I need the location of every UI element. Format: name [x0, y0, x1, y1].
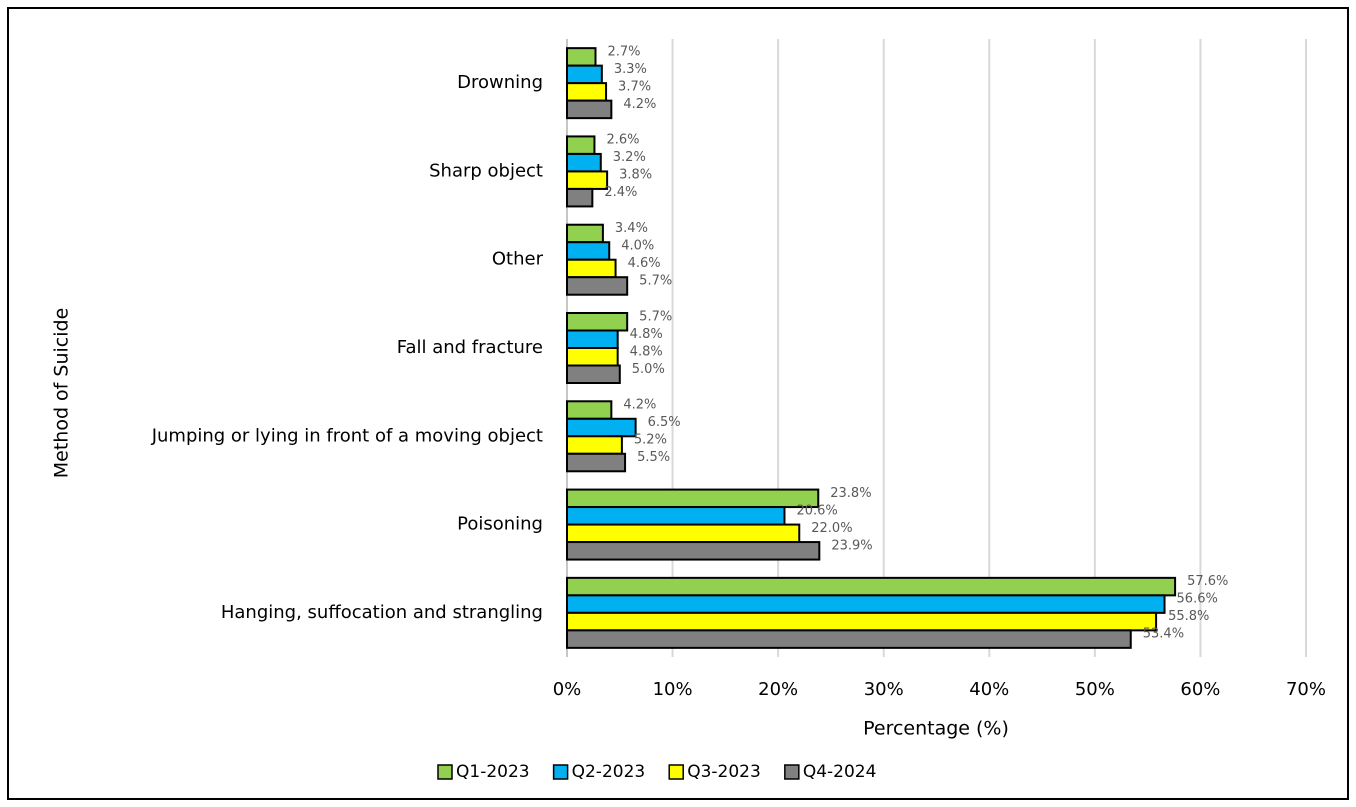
value-label: 2.6%: [606, 133, 639, 148]
bar: [566, 435, 623, 455]
bar: [566, 258, 617, 279]
bar: [566, 241, 611, 261]
bar: [566, 223, 604, 244]
bar: [566, 135, 596, 155]
bar: [566, 594, 1166, 614]
bar: [566, 541, 821, 561]
x-tick-label: 0%: [553, 679, 582, 700]
legend-label: Q1-2023: [456, 762, 530, 782]
legend-swatch: [668, 764, 684, 780]
bar: [566, 611, 1158, 632]
y-tick-label: Jumping or lying in front of a moving ob…: [151, 425, 543, 446]
bar: [566, 170, 609, 190]
value-label: 22.0%: [811, 521, 852, 536]
bar: [566, 276, 629, 296]
bar: [566, 187, 594, 208]
value-label: 4.8%: [630, 327, 663, 342]
bar: [566, 347, 619, 367]
value-label: 56.6%: [1177, 592, 1218, 607]
x-tick-label: 20%: [758, 679, 798, 700]
bar: [566, 82, 608, 102]
y-tick-label: Other: [492, 249, 544, 270]
bar: [566, 576, 1177, 597]
legend-label: Q2-2023: [572, 762, 646, 782]
x-tick-label: 30%: [864, 679, 904, 700]
value-label: 53.4%: [1143, 627, 1184, 642]
value-label: 4.2%: [623, 398, 656, 413]
y-tick-label: Fall and fracture: [397, 337, 543, 358]
bar: [566, 452, 627, 473]
value-label: 3.2%: [613, 150, 646, 165]
bar: [566, 99, 613, 120]
value-label: 4.8%: [630, 344, 663, 359]
y-tick-label: Drowning: [457, 72, 543, 93]
value-label: 23.9%: [831, 538, 872, 553]
value-label: 2.4%: [604, 185, 637, 200]
bar: [566, 64, 603, 85]
bar: [566, 488, 820, 509]
value-label: 5.7%: [639, 309, 672, 324]
x-tick-label: 60%: [1180, 679, 1220, 700]
bar: [566, 47, 597, 67]
bar: [566, 506, 786, 526]
value-label: 4.6%: [628, 256, 661, 271]
bar: [566, 329, 619, 349]
y-tick-label: Hanging, suffocation and strangling: [221, 602, 543, 623]
x-axis-title: Percentage (%): [863, 718, 1009, 740]
legend-label: Q4-2024: [803, 762, 877, 782]
chart-frame: [7, 7, 1349, 800]
value-label: 5.0%: [632, 362, 665, 377]
value-label: 23.8%: [830, 486, 871, 501]
value-label: 3.7%: [618, 79, 651, 94]
value-label: 4.2%: [623, 97, 656, 112]
bar: [566, 312, 629, 332]
value-label: 3.3%: [614, 62, 647, 77]
bar: [566, 417, 637, 438]
value-label: 3.4%: [615, 221, 648, 236]
x-tick-label: 40%: [969, 679, 1009, 700]
legend-swatch: [437, 764, 453, 780]
bar: [566, 629, 1132, 649]
value-label: 5.2%: [634, 433, 667, 448]
value-label: 57.6%: [1187, 574, 1228, 589]
bar: [566, 400, 613, 420]
bar: [566, 152, 602, 173]
x-tick-label: 70%: [1286, 679, 1326, 700]
y-tick-label: Poisoning: [457, 514, 543, 535]
y-tick-label: Sharp object: [429, 160, 543, 181]
value-label: 3.8%: [619, 168, 652, 183]
legend-swatch: [784, 764, 800, 780]
value-label: 5.5%: [637, 450, 670, 465]
x-tick-label: 10%: [653, 679, 693, 700]
legend-label: Q3-2023: [687, 762, 761, 782]
value-label: 55.8%: [1168, 609, 1209, 624]
bar: [566, 364, 621, 384]
legend-swatch: [552, 764, 569, 780]
value-label: 2.7%: [608, 44, 641, 59]
value-label: 4.0%: [621, 238, 654, 253]
value-label: 5.7%: [639, 273, 672, 288]
value-label: 20.6%: [796, 503, 837, 518]
x-tick-label: 50%: [1075, 679, 1115, 700]
value-label: 6.5%: [648, 415, 681, 430]
y-axis-title: Method of Suicide: [51, 308, 73, 479]
bar: [566, 523, 801, 544]
